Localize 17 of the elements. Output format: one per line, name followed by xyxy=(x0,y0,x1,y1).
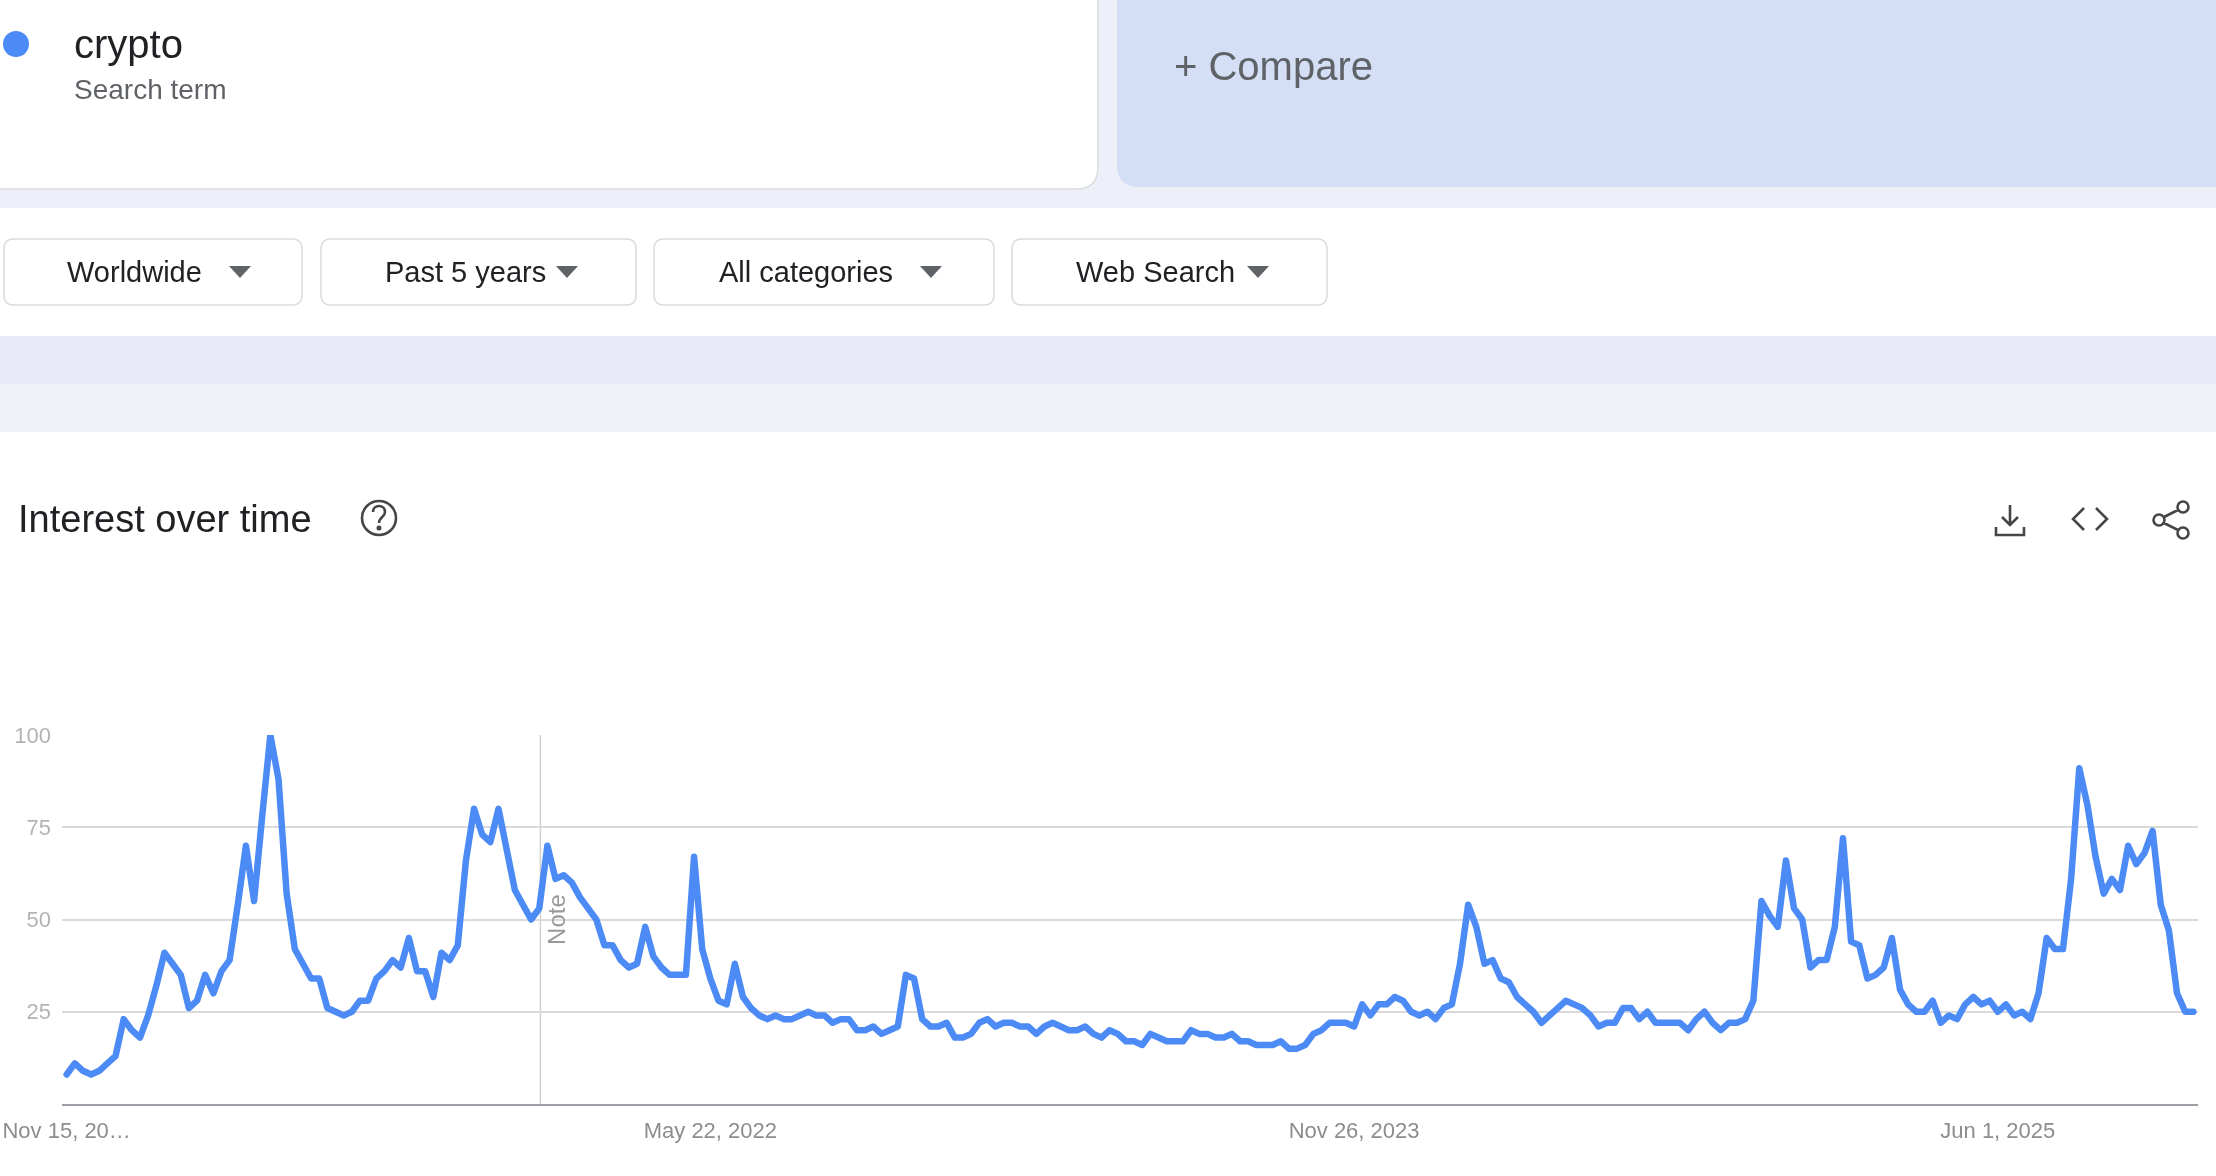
x-tick-label: May 22, 2022 xyxy=(643,1118,778,1144)
y-tick-label: 75 xyxy=(26,814,51,840)
ref-line-label: Note xyxy=(542,894,570,945)
chart-title: Interest over time xyxy=(18,498,312,541)
text: Past 5 years xyxy=(385,256,547,288)
text: Search term xyxy=(74,74,227,105)
x-tick-label: Nov 15, 20… xyxy=(2,1118,131,1144)
x-tick-label: Nov 26, 2023 xyxy=(1288,1118,1420,1144)
text: All categories xyxy=(719,256,894,288)
text: + Compare xyxy=(1174,44,1373,88)
y-tick-label: 50 xyxy=(26,907,51,933)
text: Web Search xyxy=(1076,256,1236,288)
y-tick-label: 25 xyxy=(26,999,51,1025)
legend-label: crypto xyxy=(74,22,183,66)
x-tick-label: Jun 1, 2025 xyxy=(1940,1118,2056,1144)
y-tick-label: 100 xyxy=(14,722,51,748)
text: Worldwide xyxy=(67,256,202,288)
